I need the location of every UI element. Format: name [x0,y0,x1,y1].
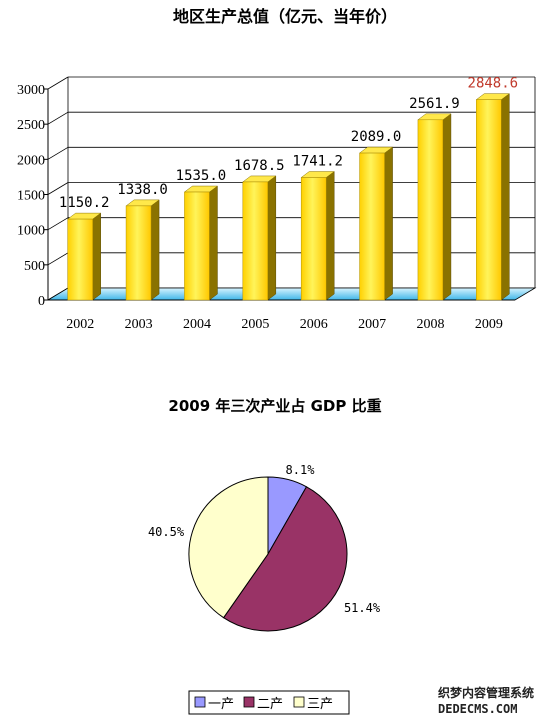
bar-chart-title: 地区生产总值（亿元、当年价） [173,7,397,26]
bar-side [442,113,452,301]
legend-label-primary: 一产 [208,697,234,712]
bar-chart-bars: 1150.2 1338.0 1535.0 1678.5 1741.2 2089.0 2561… [59,76,519,301]
y-tick-label: 1500 [17,189,45,204]
watermark-text: 织梦内容管理系统 [438,685,534,700]
legend-swatch-secondary [243,696,255,708]
bar-chart-floor [46,287,537,301]
pie-chart-legend: 一产 二产 三产 [188,690,350,715]
bar-front [242,181,269,301]
pie-chart-slices [188,476,348,632]
y-tick-label: 2500 [17,118,45,133]
bar-side [267,175,277,301]
x-tick-label: 2005 [241,317,269,332]
bar-value-label: 1741.2 [292,154,343,170]
bar-value-label: 1338.0 [117,182,168,198]
bar-value-label: 2848.6 [468,76,519,92]
bar-value-label: 1678.5 [234,158,285,174]
pie-value-label: 51.4% [344,601,381,615]
bar-side [325,171,335,301]
y-tick-label: 2000 [17,153,45,168]
bar-side [384,146,393,301]
bar-value-label: 1150.2 [59,195,110,211]
y-tick-label: 500 [24,259,45,274]
pie-value-label: 8.1% [286,463,316,477]
watermark-url: DEDECMS.COM [438,702,517,716]
x-tick-label: 2009 [475,317,503,332]
bar-value-label: 1535.0 [176,168,227,184]
x-tick-label: 2004 [183,317,211,332]
y-tick-label: 0 [38,294,45,309]
x-tick-label: 2008 [416,317,444,332]
x-tick-label: 2002 [66,317,94,332]
bar-value-label: 2089.0 [351,129,402,145]
pie-value-label: 40.5% [148,525,185,539]
bar-front [184,191,210,301]
y-tick-label: 3000 [17,83,45,98]
bar-2006: 1741.2 [292,154,343,301]
y-tick-label: 1000 [17,224,45,239]
bar-front [417,119,444,301]
legend-label-secondary: 二产 [257,697,283,712]
bar-2008: 2561.9 [409,96,460,301]
bar-2005: 1678.5 [234,158,285,301]
pie-slice-2 [222,486,348,632]
bar-2007: 2089.0 [351,129,402,301]
pie-slice-3 [188,476,269,619]
bar-front [125,205,152,301]
x-tick-label: 2003 [125,317,153,332]
x-tick-label: 2006 [300,317,328,332]
legend-label-tertiary: 三产 [307,697,333,712]
bar-chart-x-axis: 2002 2003 2004 2005 2006 2007 2008 2009 [66,317,503,332]
bar-side [209,185,218,301]
bar-2009: 2848.6 [468,76,519,301]
bar-front [359,152,385,301]
bar-front [300,177,327,301]
bar-value-label: 2561.9 [409,96,460,112]
bar-chart-y-axis: 0 500 1000 1500 2000 2500 3000 [17,83,515,309]
legend-swatch-tertiary [293,696,305,708]
bar-2002: 1150.2 [59,195,110,301]
legend-swatch-primary [194,696,206,708]
pie-chart-title: 2009 年三次产业占 GDP 比重 [168,397,381,415]
bar-side [501,93,510,301]
bar-front [67,218,93,301]
bar-front [476,99,502,301]
bar-side [150,199,160,301]
x-tick-label: 2007 [358,317,386,332]
bar-2004: 1535.0 [176,168,227,301]
pie-chart-labels: 8.1% 51.4% 40.5% [148,463,381,615]
bar-2003: 1338.0 [117,182,168,301]
bar-side [92,212,101,301]
